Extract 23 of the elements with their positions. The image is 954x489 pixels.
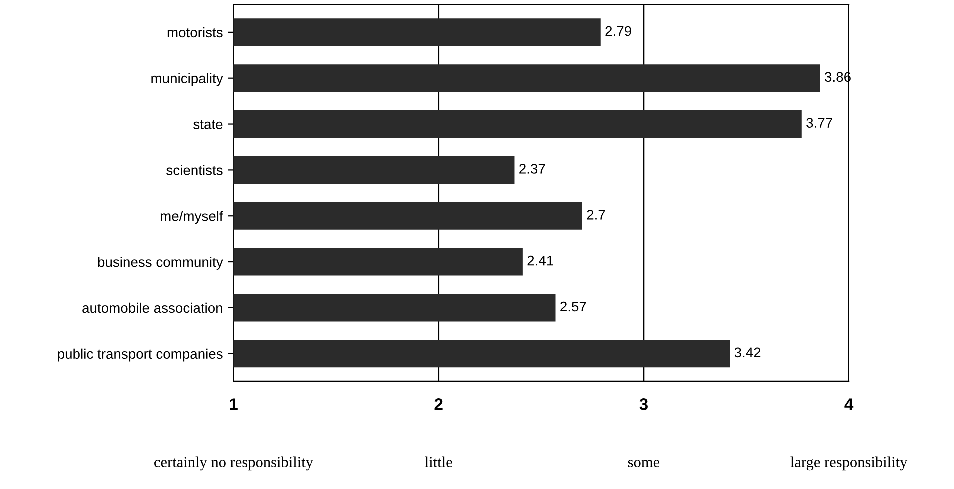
data-label: 2.41 — [528, 256, 554, 266]
text: little — [425, 456, 452, 468]
data-label: 3.77 — [806, 118, 832, 128]
y-tick-label: motorists — [168, 27, 223, 38]
data-label: 2.37 — [520, 164, 546, 174]
y-tick-label: public transport companies — [58, 348, 223, 362]
x-tick-label: 3 — [640, 398, 648, 410]
text: large responsibility — [790, 456, 908, 471]
y-tick-label: business community — [98, 257, 224, 270]
data-label: 3.42 — [734, 348, 761, 358]
data-label: 2.57 — [560, 302, 586, 312]
text: some — [628, 460, 660, 468]
data-label: 2.79 — [606, 26, 632, 36]
y-tick-label: scientists — [166, 165, 223, 176]
x-tick-label: 2 — [434, 398, 443, 410]
y-tick-label: me/myself — [160, 211, 224, 224]
y-tick-label: automobile association — [82, 302, 222, 314]
text: certainly no responsibility — [154, 456, 314, 471]
y-tick-label: state — [194, 120, 223, 130]
x-tick-label: 1 — [230, 398, 238, 410]
y-tick-label: municipality — [152, 73, 224, 86]
x-tick-label: 4 — [844, 398, 854, 410]
data-label: 2.7 — [587, 210, 606, 220]
